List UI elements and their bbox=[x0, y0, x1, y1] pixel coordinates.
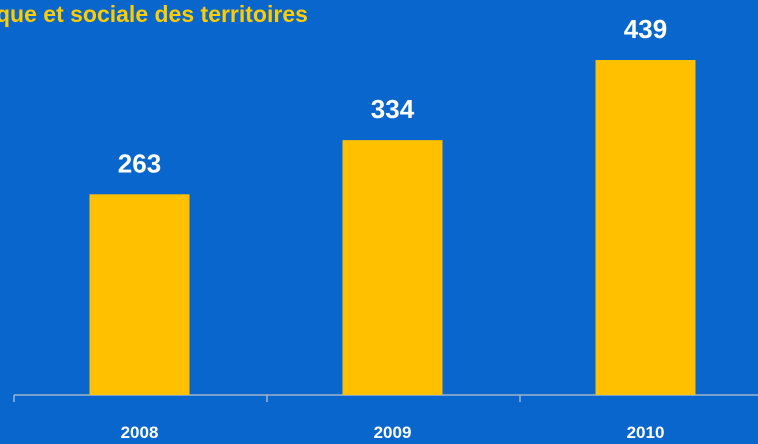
data-label: 334 bbox=[371, 94, 415, 124]
bar bbox=[89, 194, 190, 395]
bar bbox=[342, 140, 443, 395]
data-label: 439 bbox=[624, 14, 667, 44]
x-tick-label: 2008 bbox=[121, 423, 159, 442]
bar bbox=[595, 60, 696, 395]
data-label: 263 bbox=[118, 148, 161, 178]
chart-title: que et sociale des territoires bbox=[0, 1, 308, 27]
x-tick-label: 2010 bbox=[627, 423, 665, 442]
x-tick-label: 2009 bbox=[374, 423, 412, 442]
